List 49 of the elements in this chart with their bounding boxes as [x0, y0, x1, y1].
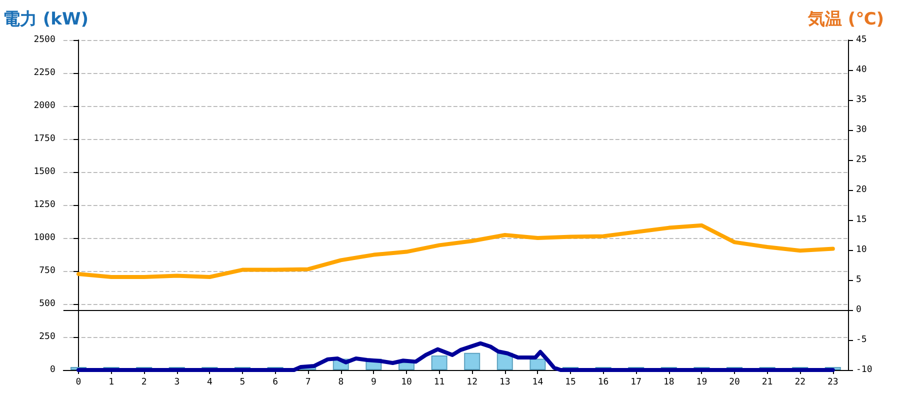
x-tick-label: 23	[827, 378, 838, 388]
y2-axis-title: 気温 (℃)	[807, 10, 884, 30]
x-tick-label: 9	[370, 378, 376, 388]
y2-tick-label: 0	[856, 305, 862, 315]
x-tick-label: 4	[206, 378, 212, 388]
y2-tick-label: 35	[856, 95, 867, 105]
x-tick-label: 10	[401, 378, 412, 388]
y2-tick-label: 30	[856, 125, 867, 135]
y-tick-label: 1250	[34, 200, 56, 210]
x-tick-label: 16	[598, 378, 609, 388]
x-tick-label: 19	[696, 378, 708, 388]
y2-tick-label: 20	[856, 185, 867, 195]
y-tick-label: 500	[39, 299, 56, 309]
x-tick-label: 8	[338, 378, 344, 388]
y-tick-label: 1000	[34, 233, 56, 243]
y-tick-label: 2500	[34, 35, 56, 45]
y-tick-label: 1500	[34, 167, 56, 177]
y2-tick-label: 45	[856, 35, 867, 45]
x-tick-label: 15	[565, 378, 576, 388]
y2-tick-label: -5	[856, 335, 867, 345]
y2-tick-label: 5	[856, 275, 862, 285]
x-tick-label: 18	[663, 378, 674, 388]
x-tick-label: 13	[499, 378, 510, 388]
x-tick-label: 22	[794, 378, 806, 388]
y-tick-label: 0	[50, 365, 56, 375]
y2-tick-label: 15	[856, 215, 867, 225]
x-tick-label: 21	[762, 378, 773, 388]
y-tick-label: 1750	[34, 134, 56, 144]
y-tick-label: 750	[39, 266, 56, 276]
x-tick-label: 14	[532, 378, 544, 388]
y-tick-label: 250	[39, 332, 56, 342]
y2-tick-label: 10	[856, 245, 867, 255]
y-axis-title: 電力 (kW)	[2, 10, 88, 30]
x-tick-label: 12	[466, 378, 478, 388]
x-tick-label: 3	[174, 378, 180, 388]
x-tick-label: 20	[729, 378, 740, 388]
x-tick-label: 1	[108, 378, 114, 388]
x-tick-label: 7	[305, 378, 311, 388]
y2-tick-label: 40	[856, 65, 867, 75]
y-tick-label: 2250	[34, 68, 56, 78]
y2-tick-label: 25	[856, 155, 867, 165]
x-tick-label: 17	[630, 378, 642, 388]
x-tick-label: 11	[434, 378, 445, 388]
x-tick-label: 6	[272, 378, 278, 388]
y-tick-label: 2000	[34, 101, 56, 111]
x-tick-label: 5	[240, 378, 246, 388]
x-tick-label: 2	[141, 378, 147, 388]
x-tick-label: 0	[76, 378, 82, 388]
y2-tick-label: -10	[856, 365, 872, 375]
